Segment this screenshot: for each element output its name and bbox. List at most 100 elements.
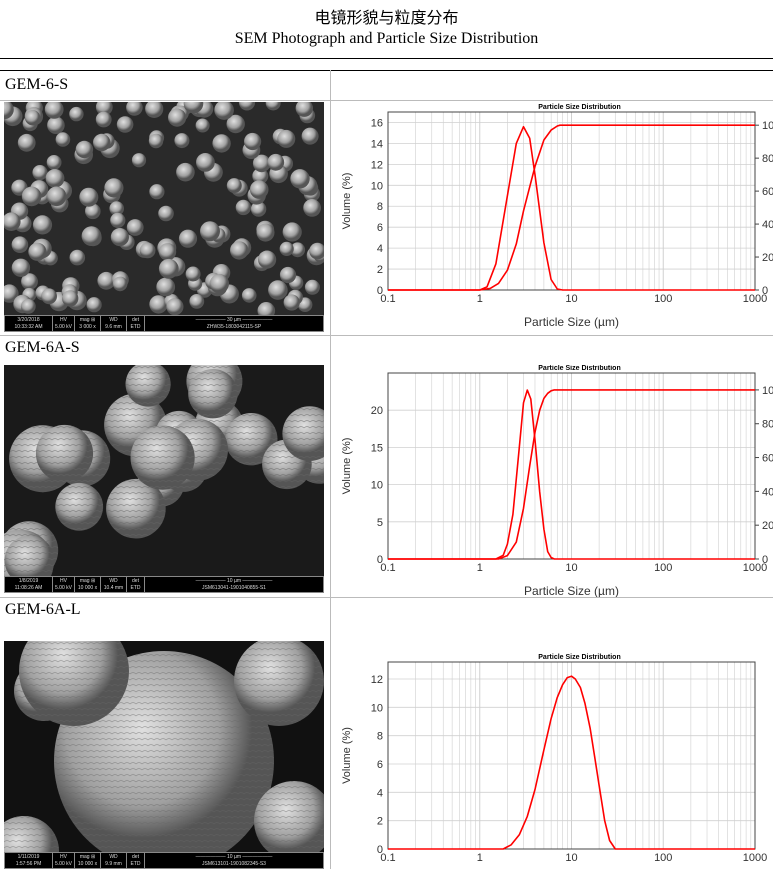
det-value: ETD	[130, 860, 141, 867]
wd-label: WD	[109, 577, 118, 584]
particle	[110, 228, 129, 247]
divider	[0, 58, 773, 59]
x-tick-label: 100	[654, 293, 672, 305]
particle	[238, 102, 256, 111]
particle	[195, 118, 210, 133]
particle	[176, 162, 195, 182]
y2-tick-label: 80	[762, 419, 773, 431]
particle	[185, 266, 201, 282]
y-tick-label: 8	[377, 731, 383, 743]
y-tick-label: 4	[377, 243, 383, 255]
particle	[226, 114, 245, 134]
particle	[46, 186, 67, 207]
x-tick-label: 1	[477, 852, 483, 864]
particle	[304, 279, 320, 295]
x-axis-label: Particle Size (µm)	[524, 315, 619, 329]
particle	[209, 274, 229, 294]
x-tick-label: 1	[477, 293, 483, 305]
particle	[214, 102, 234, 120]
particle	[178, 229, 198, 248]
particle	[250, 201, 267, 217]
y-tick-label: 4	[377, 787, 383, 799]
particle	[17, 133, 36, 152]
wd-value: 10.4 mm	[103, 584, 124, 591]
x-tick-label: 0.1	[380, 852, 395, 864]
particle	[158, 243, 177, 261]
x-tick-label: 100	[654, 852, 672, 864]
x-tick-label: 10	[565, 852, 577, 864]
sem-info-bar: 3/20/2018 10:33:32 AM HV 5.00 kV mag ⊞ 3 00…	[4, 315, 324, 332]
y2-tick-label: 100	[762, 120, 773, 132]
particle	[55, 132, 71, 147]
particle	[69, 106, 84, 122]
x-axis-label: Particle Size (µm)	[524, 584, 619, 597]
particle	[252, 168, 269, 184]
particle	[95, 111, 112, 128]
sample-label: GEM-6-S	[5, 76, 69, 93]
scale-bar: —————— 10 µm ——————	[195, 577, 273, 584]
volume-curve	[388, 389, 755, 560]
particle	[126, 102, 143, 116]
particle	[11, 236, 29, 253]
psd-chart: 051015200.11101001000020406080100Particl…	[341, 365, 773, 597]
particle	[81, 226, 102, 246]
psd-chart: 02468101214160.11101001000020406080100Pa…	[341, 104, 773, 329]
y-tick-label: 15	[371, 442, 383, 454]
mag-value: 10 000 x	[77, 860, 98, 867]
x-tick-label: 1	[477, 562, 483, 574]
particle	[244, 132, 262, 151]
y-tick-label: 10	[371, 702, 383, 714]
hv-label: HV	[60, 853, 67, 860]
particle	[183, 102, 204, 114]
det-label: det	[132, 577, 139, 584]
particle	[282, 222, 302, 242]
particle	[235, 199, 252, 216]
mag-value: 3 000 x	[79, 323, 96, 330]
particle	[47, 116, 65, 134]
volume-curve	[388, 675, 755, 850]
cumulative-curve	[388, 389, 755, 560]
particle	[61, 290, 79, 307]
mag-label: mag ⊞	[79, 316, 96, 323]
sem-date: 3/20/2018	[17, 316, 40, 323]
y-tick-label: 10	[371, 480, 383, 492]
table-top-border	[0, 70, 773, 71]
particle	[41, 288, 57, 305]
particle	[279, 241, 294, 256]
particle	[20, 299, 36, 314]
particle	[21, 186, 42, 207]
y2-tick-label: 0	[762, 554, 768, 566]
y2-tick-label: 40	[762, 219, 773, 231]
particle	[131, 153, 147, 168]
particle	[104, 178, 124, 198]
y-tick-label: 6	[377, 222, 383, 234]
particle	[75, 140, 94, 159]
hv-label: HV	[60, 316, 67, 323]
particle	[4, 284, 19, 303]
scale-bar: —————— 10 µm ——————	[195, 853, 273, 860]
x-tick-label: 1000	[743, 852, 767, 864]
y-axis-label: Volume (%)	[341, 173, 353, 230]
particle	[212, 134, 231, 153]
wd-value: 9.9 mm	[105, 860, 122, 867]
cumulative-curve	[388, 124, 755, 291]
particle	[230, 241, 249, 260]
x-tick-label: 0.1	[380, 562, 395, 574]
y-tick-label: 0	[377, 285, 383, 297]
wd-value: 9.6 mm	[105, 323, 122, 330]
y-tick-label: 12	[371, 159, 383, 171]
particle	[79, 187, 99, 207]
particle	[109, 201, 124, 216]
image-id: JSM613041-1901040855-S1	[202, 584, 266, 591]
particle	[112, 276, 128, 292]
particle	[301, 127, 319, 145]
particle	[45, 169, 65, 188]
y-tick-label: 14	[371, 138, 383, 150]
particle	[166, 298, 184, 316]
y2-tick-label: 80	[762, 153, 773, 165]
sem-time: 1:57:56 PM	[15, 860, 42, 867]
particle	[44, 102, 64, 119]
column-divider	[330, 70, 331, 869]
y-tick-label: 0	[377, 844, 383, 856]
particle	[249, 180, 269, 199]
